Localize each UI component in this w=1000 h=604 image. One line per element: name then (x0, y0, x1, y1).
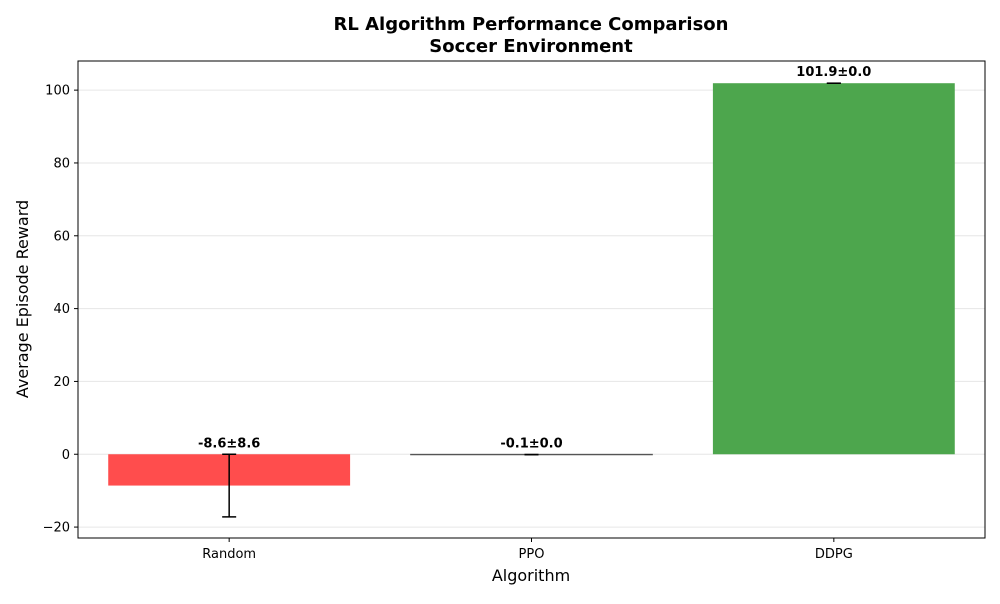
x-tick-label-random: Random (202, 547, 256, 562)
bars (108, 83, 955, 486)
y-tick-label: 100 (45, 84, 70, 99)
y-axis-label: Average Episode Reward (13, 200, 32, 398)
chart-title-line-1: RL Algorithm Performance Comparison (334, 14, 729, 35)
y-tick-label: 60 (53, 229, 70, 244)
y-axis-ticks: −20 0 20 40 60 80 100 (43, 84, 78, 536)
bar-value-label-random: -8.6±8.6 (198, 436, 260, 451)
x-tick-label-ddpg: DDPG (815, 547, 853, 562)
bar-value-label-ppo: -0.1±0.0 (500, 436, 562, 451)
bar-value-labels: -8.6±8.6 -0.1±0.0 101.9±0.0 (198, 65, 871, 451)
y-tick-label: 80 (53, 156, 70, 171)
y-tick-label: 40 (53, 302, 70, 317)
x-axis-label: Algorithm (492, 566, 570, 585)
error-bars (222, 82, 841, 518)
y-tick-label: 20 (53, 375, 70, 390)
x-axis-ticks: Random PPO DDPG (202, 538, 853, 562)
y-tick-label: −20 (43, 521, 70, 536)
bar-ddpg (712, 83, 955, 455)
error-bar-random (222, 453, 237, 518)
y-tick-label: 0 (62, 448, 70, 463)
bar-value-label-ddpg: 101.9±0.0 (796, 65, 871, 80)
x-tick-label-ppo: PPO (519, 547, 545, 562)
chart-title-line-2: Soccer Environment (429, 36, 633, 57)
